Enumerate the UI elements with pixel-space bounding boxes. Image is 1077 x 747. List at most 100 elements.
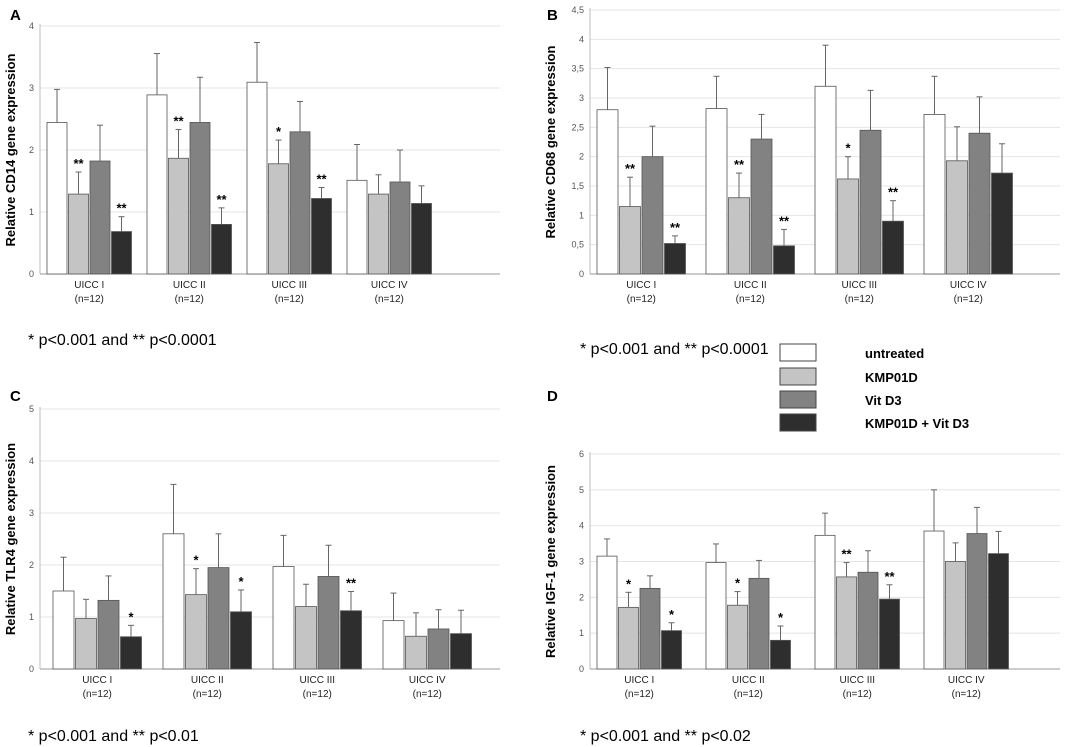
panel-d-y-tick: 0: [579, 664, 584, 674]
panel-c-category-n: (n=12): [83, 689, 112, 700]
panel-b-bar: [664, 243, 686, 275]
panel-d-bar: [727, 604, 748, 670]
panel-a-bar: [368, 193, 389, 275]
panel-c-bar: [405, 635, 427, 670]
panel-b-significance: **: [670, 220, 681, 235]
panel-c-bar: [382, 620, 405, 670]
panel-d-significance: **: [884, 569, 895, 584]
panel-a-bar: [146, 94, 168, 275]
panel-a-bar: [46, 122, 68, 275]
panel-b-significance: **: [779, 213, 790, 228]
panel-b-category-label: UICC III: [841, 280, 877, 291]
panel-b-category-label: UICC IV: [950, 280, 987, 291]
panel-c-category-label: UICC I: [82, 675, 112, 686]
panel-c-bar: [120, 636, 142, 670]
panel-b-bar: [728, 197, 750, 275]
panel-d-category-n: (n=12): [734, 689, 763, 700]
panel-d-footnote: * p<0.001 and ** p<0.02: [580, 728, 751, 745]
panel-d-bar: [857, 571, 879, 670]
panel-b-y-tick: 1: [579, 210, 584, 220]
panel-c-significance: *: [128, 609, 134, 624]
panel-a-y-tick: 3: [29, 83, 34, 93]
legend-label-vitd3: Vit D3: [865, 393, 902, 408]
panel-c-bar: [450, 633, 472, 670]
panel-c-category-n: (n=12): [303, 689, 332, 700]
panel-c-bar: [207, 567, 230, 670]
panel-a-category-n: (n=12): [75, 294, 104, 305]
panel-c-y-tick: 4: [29, 456, 34, 466]
panel-b-bar: [773, 245, 795, 275]
panel-a-significance: **: [316, 171, 327, 186]
panel-d-label: D: [547, 388, 558, 405]
panel-b-category-label: UICC I: [626, 280, 656, 291]
panel-a-bar: [189, 122, 211, 275]
panel-b-y-tick: 4: [579, 34, 584, 44]
panel-d-y-label: Relative IGF-1 gene expression: [543, 465, 558, 658]
panel-c-label: C: [10, 388, 21, 405]
panel-d-category-label: UICC I: [624, 675, 654, 686]
panel-a-bar: [246, 81, 268, 275]
panel-a-bar: [68, 193, 89, 275]
panel-c-significance: **: [346, 576, 357, 591]
panel-c-bar: [272, 566, 295, 670]
panel-a-bar: [89, 160, 111, 275]
panel-d-bar: [639, 587, 661, 670]
panel-c-y-tick: 1: [29, 612, 34, 622]
panel-b-y-tick: 3,5: [571, 64, 584, 74]
panel-b-y-tick: 2: [579, 152, 584, 162]
legend-label-combo: KMP01D + Vit D3: [865, 416, 969, 431]
panel-a-y-tick: 0: [29, 269, 34, 279]
panel-d-bar: [945, 561, 966, 670]
panel-a-bar: [268, 163, 289, 275]
panel-b-bar: [968, 132, 991, 275]
panel-b-bar: [946, 160, 968, 275]
panel-a-bar: [411, 203, 432, 275]
panel-a-bar: [346, 179, 368, 275]
panel-c-y-label: Relative TLR4 gene expression: [3, 443, 18, 635]
panel-a-y-tick: 2: [29, 145, 34, 155]
panel-d-category-label: UICC IV: [948, 675, 985, 686]
panel-c-category-label: UICC IV: [409, 675, 446, 686]
panel-d-bar: [596, 555, 618, 670]
panel-d-bar: [661, 630, 682, 670]
panel-b-category-label: UICC II: [734, 280, 767, 291]
panel-a-footnote: * p<0.001 and ** p<0.0001: [28, 332, 217, 349]
panel-a-y-tick: 4: [29, 21, 34, 31]
panel-d-y-tick: 4: [579, 521, 584, 531]
panel-d-significance: **: [841, 547, 852, 562]
panel-b-bar: [814, 85, 837, 275]
panel-a-significance: **: [216, 192, 227, 207]
panel-d-significance: *: [626, 576, 632, 591]
panel-a-y-tick: 1: [29, 207, 34, 217]
panel-c-bar: [230, 611, 252, 670]
panel-c-bar: [52, 590, 75, 670]
panel-d-bar: [836, 576, 857, 670]
panel-d-bar: [618, 606, 639, 670]
panel-c-bar: [317, 576, 340, 670]
panel-b-y-tick: 1,5: [571, 181, 584, 191]
panel-d-significance: *: [778, 610, 784, 625]
panel-c-bar: [162, 533, 185, 670]
panel-a-bar: [211, 223, 232, 275]
panel-b-bar: [882, 220, 904, 275]
panel-d-bar: [966, 533, 988, 670]
legend-label-kmp01d: KMP01D: [865, 370, 918, 385]
panel-c-category-n: (n=12): [413, 689, 442, 700]
panel-a-bar: [111, 231, 132, 275]
panel-b-y-tick: 4,5: [571, 5, 584, 15]
panel-a-significance: **: [116, 201, 127, 216]
panel-d-y-tick: 6: [579, 449, 584, 459]
panel-d-category-label: UICC III: [839, 675, 875, 686]
panel-c-category-label: UICC II: [191, 675, 224, 686]
panel-a-category-label: UICC I: [74, 280, 104, 291]
panel-d-category-n: (n=12): [952, 689, 981, 700]
panel-c-category-label: UICC III: [299, 675, 335, 686]
legend-label-untreated: untreated: [865, 346, 924, 361]
panel-b-category-n: (n=12): [954, 294, 983, 305]
panel-d-y-tick: 3: [579, 557, 584, 567]
panel-b-label: B: [547, 7, 558, 24]
panel-c-y-tick: 2: [29, 560, 34, 570]
panel-b-bar: [837, 178, 859, 275]
panel-c-bar: [97, 599, 120, 670]
